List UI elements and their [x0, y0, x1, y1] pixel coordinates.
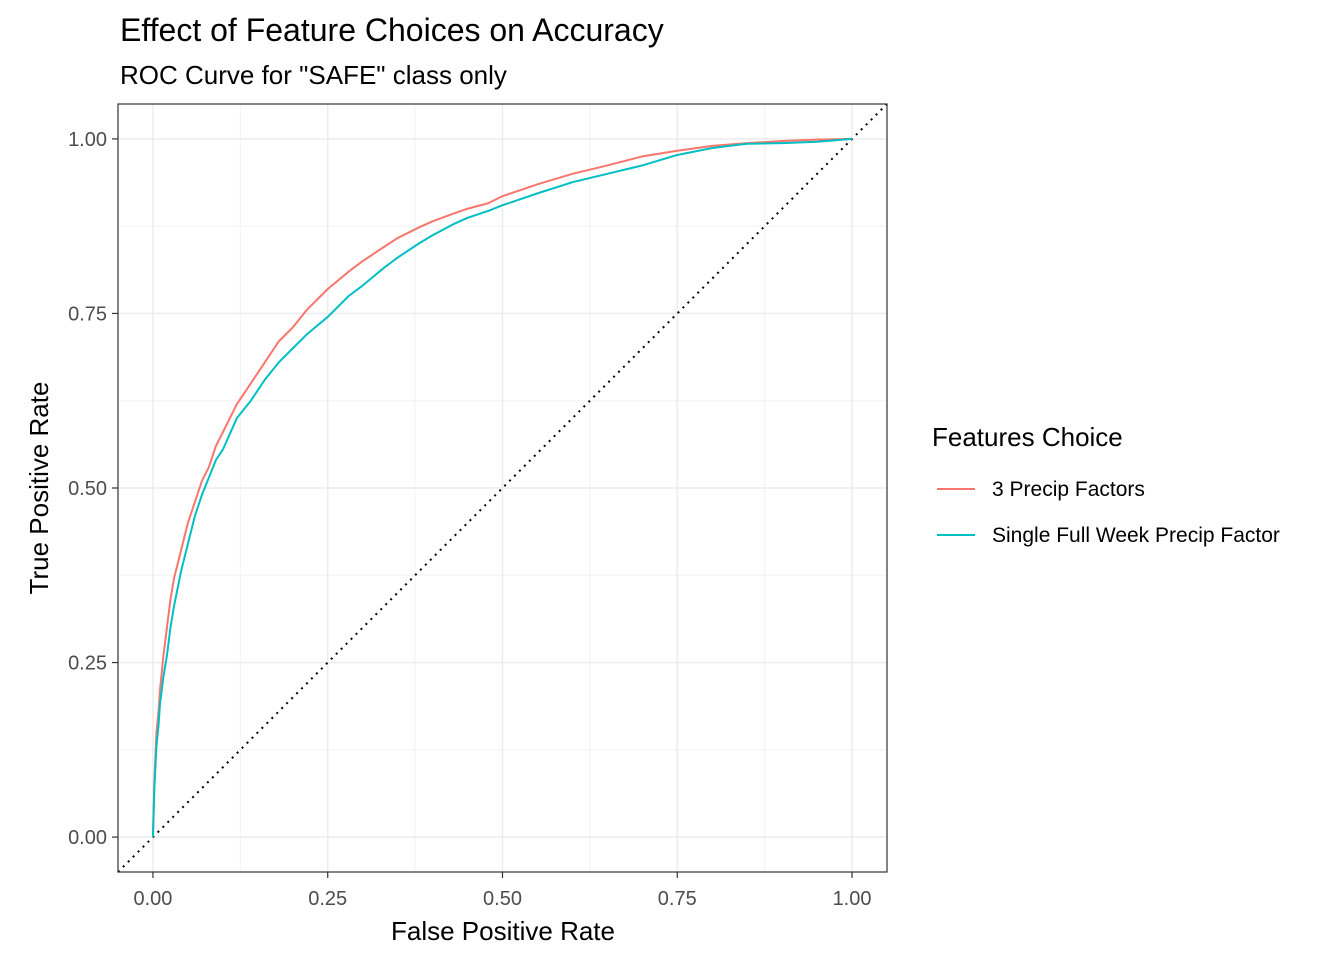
x-tick-label: 0.25	[308, 888, 347, 910]
y-tick-label: 0.00	[68, 827, 107, 849]
x-tick-label: 0.00	[133, 888, 172, 910]
x-tick-label: 1.00	[833, 888, 872, 910]
x-tick-label: 0.50	[483, 888, 522, 910]
legend-title: Features Choice	[932, 422, 1123, 452]
grid-major	[118, 104, 887, 872]
legend-label-1: 3 Precip Factors	[992, 478, 1145, 501]
y-tick-label: 0.75	[68, 303, 107, 325]
y-axis-label: True Positive Rate	[24, 382, 54, 595]
y-tick-label: 0.25	[68, 653, 107, 675]
x-axis-label: False Positive Rate	[391, 916, 615, 946]
x-tick-label: 0.75	[658, 888, 697, 910]
legend: Features Choice 3 Precip Factors Single F…	[932, 422, 1280, 547]
x-axis-ticks: 0.00 0.25 0.50 0.75 1.00	[133, 872, 872, 910]
series-layer	[151, 137, 853, 838]
legend-items: 3 Precip Factors Single Full Week Precip …	[937, 478, 1280, 547]
y-tick-label: 0.50	[68, 478, 107, 500]
y-tick-label: 1.00	[68, 129, 107, 151]
series-line-1	[151, 137, 853, 838]
chart-subtitle: ROC Curve for "SAFE" class only	[120, 60, 507, 90]
chart-title: Effect of Feature Choices on Accuracy	[120, 12, 664, 48]
legend-label-2: Single Full Week Precip Factor	[992, 524, 1280, 547]
series-line-2	[151, 137, 853, 838]
y-axis-ticks: 0.00 0.25 0.50 0.75 1.00	[68, 129, 118, 849]
